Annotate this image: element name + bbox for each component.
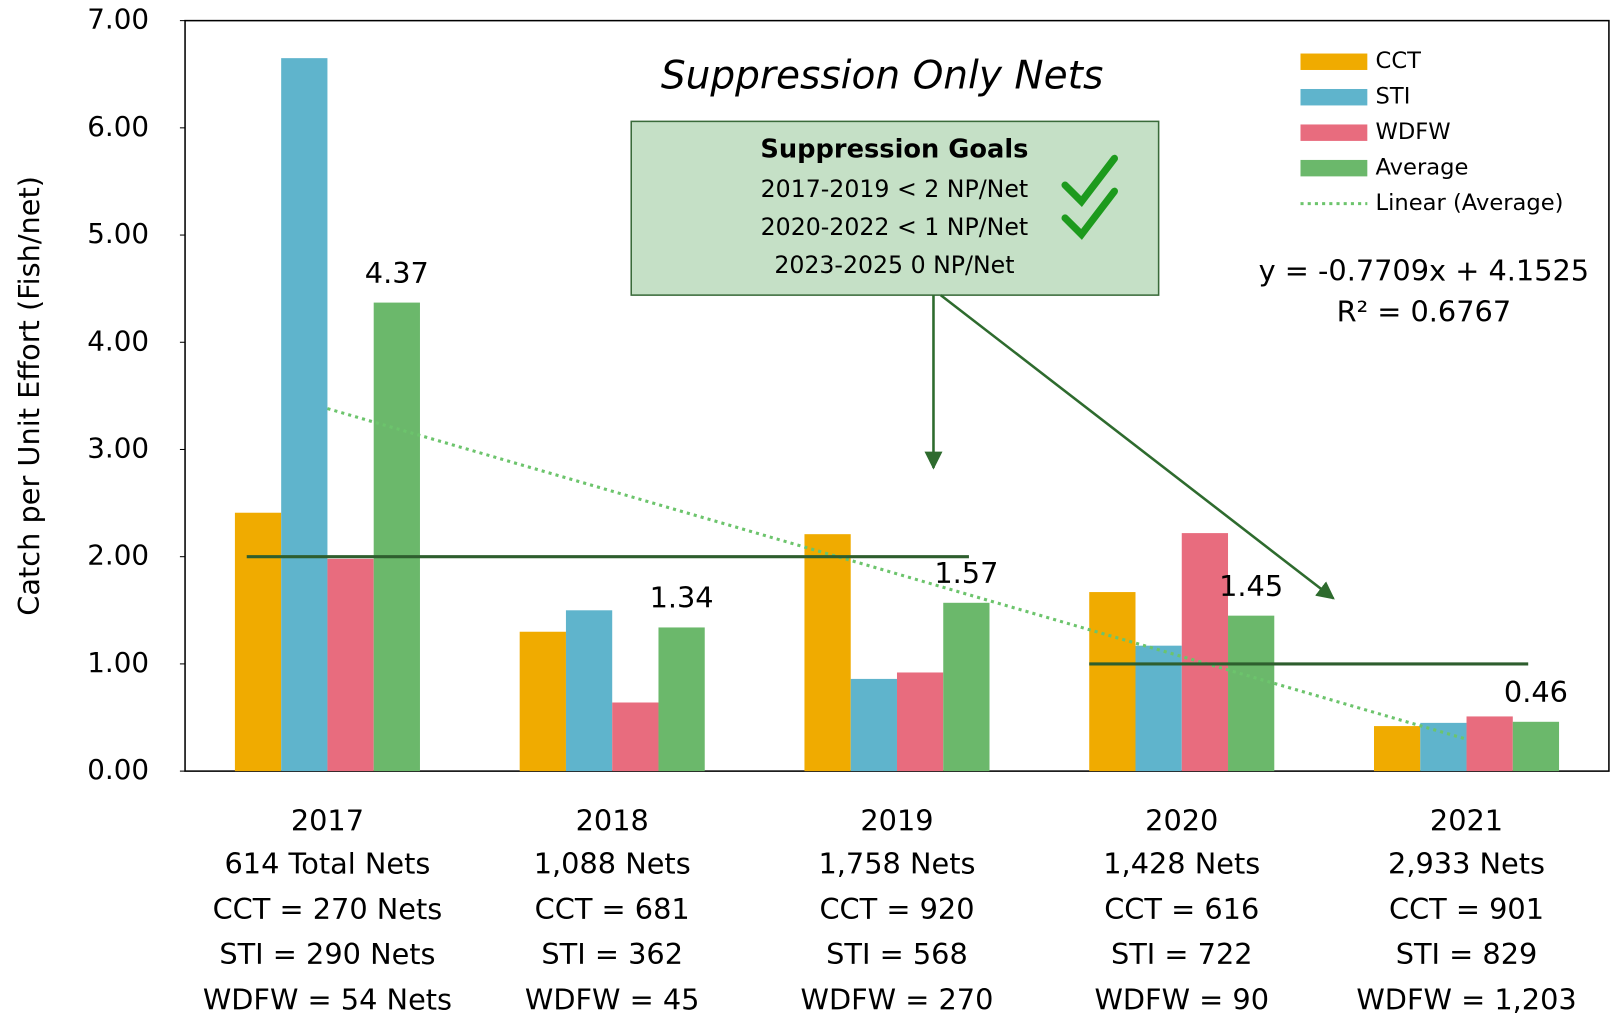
chart-title: Suppression Only Nets — [661, 54, 1104, 99]
x-tick-detail: 2,933 Nets — [1388, 847, 1545, 881]
y-tick-label: 0.00 — [87, 753, 149, 786]
y-tick-label: 1.00 — [87, 646, 149, 679]
x-tick-detail: WDFW = 54 Nets — [203, 982, 452, 1016]
bar — [565, 610, 613, 772]
goal-text: 2020-2022 < 1 NP/Net — [761, 213, 1028, 241]
bar — [373, 302, 420, 772]
y-tick-label: 5.00 — [87, 217, 149, 250]
bar — [804, 534, 851, 772]
x-tick-detail: WDFW = 45 — [525, 982, 700, 1016]
bar — [896, 672, 944, 772]
x-tick-detail: CCT = 681 — [535, 892, 690, 926]
x-tick-label: 2017 — [291, 804, 364, 838]
goals-title: Suppression Goals — [760, 135, 1028, 165]
bar — [519, 631, 566, 772]
bar — [327, 558, 374, 772]
legend-label: Average — [1376, 155, 1469, 181]
data-label: 1.34 — [650, 581, 714, 615]
x-tick-label: 2019 — [860, 804, 933, 838]
data-label: 4.37 — [365, 256, 429, 290]
legend-swatch — [1300, 53, 1368, 70]
x-tick-detail: STI = 722 — [1111, 937, 1253, 971]
x-tick-detail: 1,428 Nets — [1103, 847, 1260, 881]
bar — [1181, 533, 1229, 772]
bar — [1228, 615, 1275, 772]
bar — [1374, 726, 1421, 772]
data-label: 0.46 — [1504, 675, 1568, 709]
y-tick-label: 2.00 — [87, 539, 149, 572]
x-tick-detail: CCT = 270 Nets — [213, 892, 443, 926]
y-tick-label: 3.00 — [87, 431, 149, 464]
bar — [281, 58, 328, 772]
bar — [1466, 716, 1513, 772]
x-tick-detail: STI = 362 — [541, 937, 683, 971]
bar — [1512, 721, 1560, 772]
bar — [1135, 645, 1182, 772]
legend-label: WDFW — [1376, 119, 1451, 145]
bar — [1420, 722, 1467, 772]
legend-swatch — [1300, 159, 1368, 177]
legend-swatch — [1300, 124, 1368, 141]
bar — [658, 627, 705, 772]
checkmark — [1061, 154, 1119, 208]
legend-label: CCT — [1376, 48, 1422, 74]
bar — [612, 702, 659, 772]
x-tick-detail: WDFW = 90 — [1094, 982, 1269, 1016]
x-tick-label: 2021 — [1430, 804, 1503, 838]
x-tick-detail: CCT = 920 — [819, 892, 974, 926]
y-axis-label: Catch per Unit Effort (Fish/net) — [12, 176, 46, 616]
x-tick-detail: WDFW = 1,203 — [1356, 982, 1576, 1016]
legend-label: Linear (Average) — [1376, 190, 1564, 216]
bar — [850, 678, 897, 772]
x-tick-detail: 1,088 Nets — [534, 847, 691, 881]
x-tick-detail: 1,758 Nets — [818, 847, 975, 881]
y-tick-label: 6.00 — [87, 110, 149, 143]
x-tick-detail: CCT = 616 — [1104, 892, 1259, 926]
legend-swatch — [1300, 88, 1368, 106]
bar — [234, 512, 282, 772]
checkmark — [1061, 187, 1119, 240]
data-label: 1.57 — [934, 556, 998, 590]
bar — [943, 602, 990, 772]
x-tick-detail: 614 Total Nets — [225, 847, 431, 881]
y-tick-label: 7.00 — [87, 3, 149, 36]
trend-equation: y = -0.7709x + 4.1525 — [1259, 254, 1590, 288]
data-label: 1.45 — [1219, 569, 1283, 603]
x-tick-label: 2020 — [1145, 804, 1218, 838]
trendline — [327, 407, 1467, 741]
x-tick-detail: WDFW = 270 — [801, 982, 994, 1016]
goal-text: 2017-2019 < 2 NP/Net — [761, 175, 1028, 203]
x-tick-detail: STI = 829 — [1396, 937, 1538, 971]
trend-r2: R² = 0.6767 — [1337, 295, 1512, 329]
arrow — [939, 294, 1335, 600]
x-tick-detail: STI = 290 Nets — [219, 937, 435, 971]
goals-box — [630, 120, 1160, 296]
bar — [1089, 592, 1136, 772]
legend-label: STI — [1376, 84, 1411, 110]
x-tick-label: 2018 — [576, 804, 649, 838]
x-tick-detail: STI = 568 — [826, 937, 968, 971]
y-tick-label: 4.00 — [87, 324, 149, 357]
x-tick-detail: CCT = 901 — [1389, 892, 1544, 926]
goal-text: 2023-2025 0 NP/Net — [774, 251, 1014, 279]
